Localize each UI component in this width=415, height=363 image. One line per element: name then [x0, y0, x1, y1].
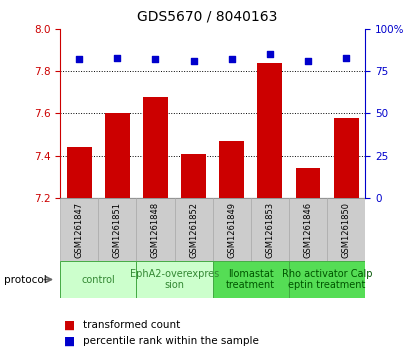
Text: transformed count: transformed count — [83, 320, 180, 330]
Text: llomastat
treatment: llomastat treatment — [226, 269, 276, 290]
Point — [190, 58, 197, 64]
Text: GSM1261847: GSM1261847 — [75, 201, 84, 258]
Bar — [67, 147, 92, 198]
Text: GSM1261851: GSM1261851 — [113, 201, 122, 258]
Bar — [143, 97, 168, 198]
Point — [305, 58, 311, 64]
Text: EphA2-overexpres
sion: EphA2-overexpres sion — [130, 269, 219, 290]
Bar — [289, 198, 327, 261]
Bar — [289, 261, 365, 298]
Bar — [212, 198, 251, 261]
Bar — [327, 198, 365, 261]
Text: GDS5670 / 8040163: GDS5670 / 8040163 — [137, 9, 278, 23]
Bar — [60, 261, 137, 298]
Point — [228, 57, 235, 62]
Point — [266, 52, 273, 57]
Bar — [212, 261, 289, 298]
Point — [343, 55, 349, 61]
Text: GSM1261846: GSM1261846 — [303, 201, 312, 258]
Bar — [137, 261, 212, 298]
Text: protocol: protocol — [4, 274, 47, 285]
Text: percentile rank within the sample: percentile rank within the sample — [83, 336, 259, 346]
Text: GSM1261849: GSM1261849 — [227, 201, 236, 258]
Bar — [175, 198, 213, 261]
Bar — [251, 198, 289, 261]
Text: GSM1261852: GSM1261852 — [189, 201, 198, 258]
Bar — [60, 198, 98, 261]
Bar — [98, 198, 137, 261]
Bar — [181, 154, 206, 198]
Text: GSM1261850: GSM1261850 — [342, 201, 351, 258]
Bar — [257, 63, 282, 198]
Text: GSM1261848: GSM1261848 — [151, 201, 160, 258]
Text: control: control — [81, 274, 115, 285]
Text: ■: ■ — [64, 335, 76, 348]
Bar — [334, 118, 359, 198]
Bar — [220, 141, 244, 198]
Point — [152, 57, 159, 62]
Text: Rho activator Calp
eptin treatment: Rho activator Calp eptin treatment — [282, 269, 372, 290]
Point — [76, 57, 83, 62]
Text: GSM1261853: GSM1261853 — [265, 201, 274, 258]
Bar — [295, 168, 320, 198]
Bar — [105, 114, 130, 198]
Bar — [137, 198, 175, 261]
Text: ■: ■ — [64, 318, 76, 331]
Point — [114, 55, 121, 61]
